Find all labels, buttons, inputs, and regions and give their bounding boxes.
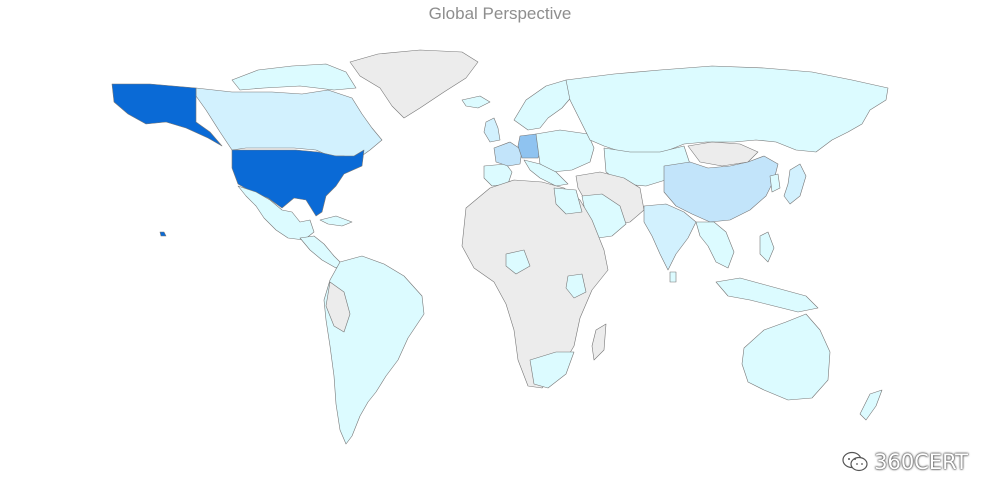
country-sri-lanka[interactable] bbox=[669, 271, 677, 283]
country-canada[interactable] bbox=[195, 87, 383, 161]
country-southeast-asia[interactable] bbox=[695, 221, 735, 269]
country-india[interactable] bbox=[643, 203, 697, 271]
chart-title: Global Perspective bbox=[428, 4, 572, 23]
country-scandinavia[interactable] bbox=[513, 79, 575, 131]
country-united-states[interactable] bbox=[231, 149, 365, 217]
country-eastern-europe[interactable] bbox=[535, 129, 595, 173]
wechat-icon bbox=[842, 451, 868, 473]
country-france[interactable] bbox=[493, 141, 523, 167]
country-canada-islands[interactable] bbox=[231, 63, 357, 91]
watermark: 360CERT bbox=[842, 450, 968, 474]
country-australia[interactable] bbox=[741, 313, 831, 401]
country-alaska[interactable] bbox=[111, 83, 223, 147]
country-italy-balkans[interactable] bbox=[523, 159, 569, 187]
country-china[interactable] bbox=[663, 155, 779, 223]
country-korea[interactable] bbox=[769, 173, 781, 193]
country-egypt[interactable] bbox=[553, 187, 583, 215]
country-greenland[interactable] bbox=[349, 49, 479, 119]
country-mongolia[interactable] bbox=[687, 141, 759, 167]
country-united-kingdom[interactable] bbox=[483, 117, 501, 143]
country-philippines[interactable] bbox=[759, 231, 775, 263]
country-kenya[interactable] bbox=[565, 273, 587, 299]
country-mexico[interactable] bbox=[237, 185, 315, 241]
country-japan[interactable] bbox=[783, 163, 807, 205]
country-iceland[interactable] bbox=[461, 95, 491, 109]
country-cuba[interactable] bbox=[319, 215, 353, 227]
country-nigeria[interactable] bbox=[505, 249, 531, 275]
country-central-america[interactable] bbox=[299, 235, 343, 269]
country-peru[interactable] bbox=[325, 281, 351, 333]
country-russia[interactable] bbox=[565, 65, 889, 157]
country-hawaii[interactable] bbox=[159, 231, 167, 237]
country-new-zealand[interactable] bbox=[859, 389, 883, 421]
country-indonesia[interactable] bbox=[715, 277, 819, 313]
country-south-america[interactable] bbox=[323, 255, 425, 445]
country-africa[interactable] bbox=[461, 179, 609, 389]
watermark-text: 360CERT bbox=[874, 450, 968, 474]
country-madagascar[interactable] bbox=[591, 323, 607, 361]
country-south-africa[interactable] bbox=[529, 351, 575, 389]
